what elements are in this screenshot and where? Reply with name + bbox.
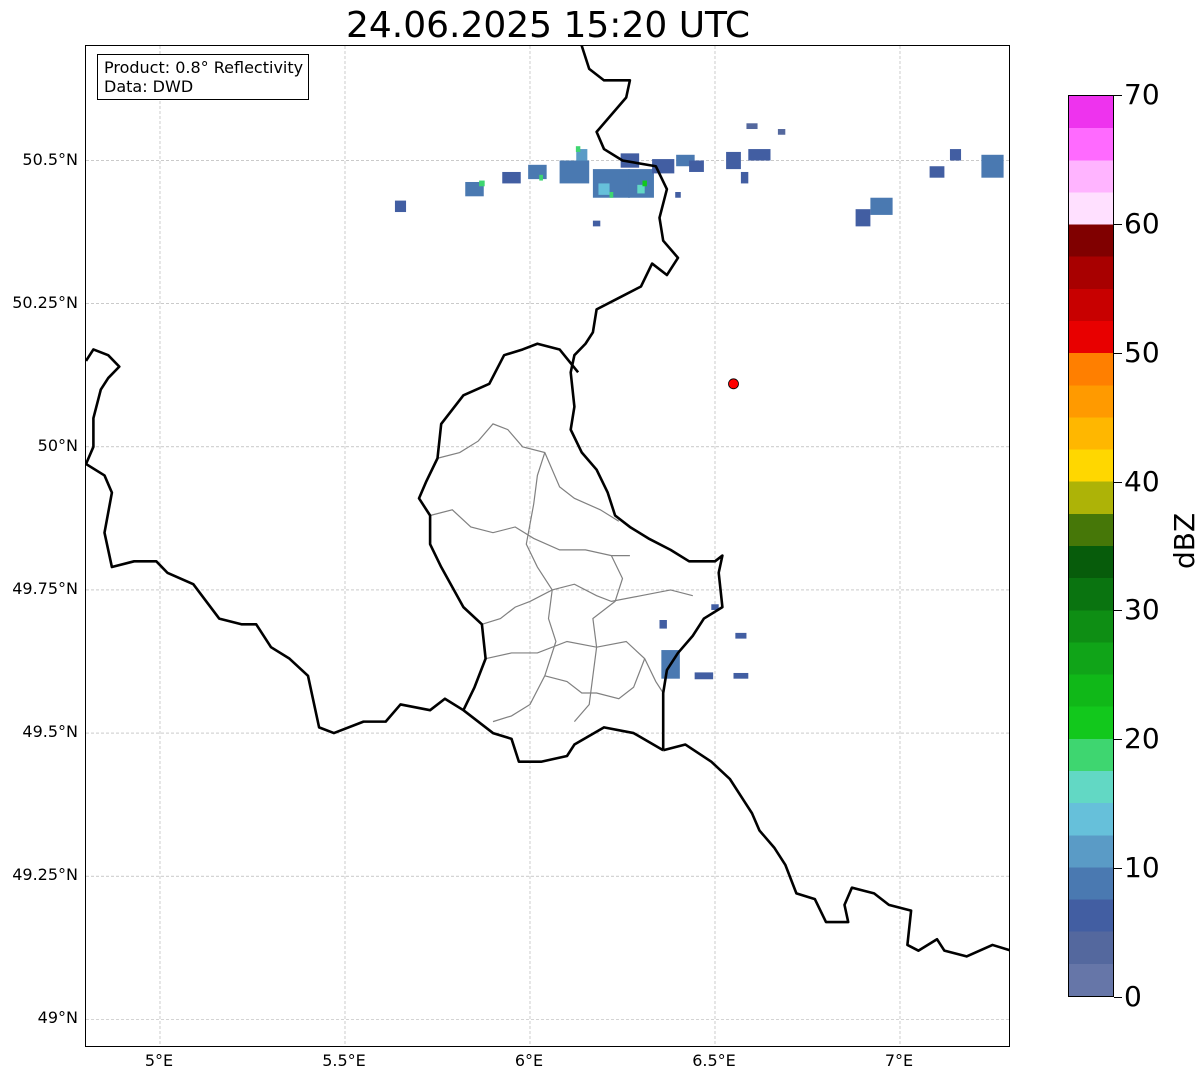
- reflectivity-cell: [675, 192, 681, 198]
- reflectivity-cell: [726, 151, 741, 170]
- reflectivity-colorbar: [1068, 95, 1114, 997]
- colorbar-tick: [1114, 610, 1122, 611]
- radar-map[interactable]: [85, 45, 1010, 1047]
- colorbar-tick: [1114, 739, 1122, 740]
- reflectivity-cell: [870, 197, 893, 215]
- reflectivity-cell: [748, 149, 771, 161]
- colorbar-tick: [1114, 95, 1122, 96]
- reflectivity-cell: [637, 184, 645, 194]
- latitude-tick-label: 50.5°N: [22, 149, 78, 169]
- reflectivity-cell: [676, 154, 695, 167]
- reflectivity-cell: [981, 154, 1004, 178]
- canton-border: [481, 583, 693, 625]
- reflectivity-cell: [528, 164, 547, 180]
- country-border: [417, 342, 580, 711]
- colorbar-tick-label: 30: [1124, 593, 1160, 626]
- country-border: [662, 743, 1009, 958]
- colorbar-tick: [1114, 224, 1122, 225]
- reflectivity-cell: [777, 129, 786, 135]
- longitude-tick-label: 7°E: [884, 1051, 914, 1070]
- country-border: [86, 348, 121, 465]
- colorbar-tick-label: 70: [1124, 78, 1160, 111]
- reflectivity-cell: [609, 192, 614, 198]
- country-border: [569, 46, 724, 751]
- colorbar-tick: [1114, 997, 1122, 998]
- longitude-tick-label: 5.5°E: [322, 1051, 366, 1070]
- colorbar-tick-label: 0: [1124, 980, 1142, 1013]
- reflectivity-cell: [711, 604, 719, 610]
- reflectivity-cell: [575, 146, 581, 152]
- colorbar-tick: [1114, 868, 1122, 869]
- country-border: [86, 462, 664, 764]
- canton-border: [573, 555, 624, 723]
- colorbar-unit-label: dBZ: [1168, 512, 1201, 569]
- reflectivity-cell: [746, 123, 758, 130]
- canton-border: [544, 658, 646, 700]
- reflectivity-cell: [733, 672, 749, 679]
- colorbar-tick-label: 10: [1124, 851, 1160, 884]
- reflectivity-cell: [479, 180, 485, 187]
- map-title: 24.06.2025 15:20 UTC: [345, 5, 751, 46]
- canton-border: [437, 423, 620, 522]
- reflectivity-cell: [598, 183, 610, 195]
- reflectivity-cell: [855, 209, 871, 227]
- colorbar-tick-label: 40: [1124, 465, 1160, 498]
- reflectivity-cell: [502, 171, 521, 184]
- canton-border: [429, 509, 630, 557]
- colorbar-tick-label: 20: [1124, 722, 1160, 755]
- latitude-tick-label: 50.25°N: [12, 292, 78, 312]
- longitude-tick-label: 6.5°E: [692, 1051, 736, 1070]
- reflectivity-cell: [592, 220, 601, 227]
- reflectivity-cell: [694, 672, 714, 680]
- product-label: Product: 0.8° Reflectivity: [104, 58, 304, 77]
- latitude-tick-label: 49.75°N: [12, 578, 78, 598]
- reflectivity-cell: [949, 149, 962, 161]
- reflectivity-cell: [576, 149, 588, 161]
- latitude-tick-label: 49°N: [37, 1008, 78, 1028]
- longitude-tick-label: 6°E: [514, 1051, 544, 1070]
- longitude-tick-label: 5°E: [144, 1051, 174, 1070]
- reflectivity-cell: [929, 166, 945, 178]
- reflectivity-cell: [659, 620, 667, 629]
- latitude-tick-label: 49.25°N: [12, 865, 78, 885]
- reflectivity-cell: [394, 200, 407, 213]
- colorbar-tick-label: 50: [1124, 336, 1160, 369]
- canton-border: [485, 640, 664, 694]
- latitude-tick-label: 49.5°N: [22, 722, 78, 742]
- canton-border: [492, 589, 557, 723]
- colorbar-tick: [1114, 353, 1122, 354]
- latitude-tick-label: 50°N: [37, 435, 78, 455]
- canton-border: [525, 452, 553, 591]
- reflectivity-cell: [642, 180, 647, 187]
- reflectivity-cell: [559, 160, 590, 184]
- product-info-box: Product: 0.8° Reflectivity Data: DWD: [97, 54, 310, 100]
- reflectivity-cell: [740, 171, 749, 184]
- colorbar-tick: [1114, 482, 1122, 483]
- location-marker[interactable]: [728, 378, 739, 390]
- data-source-label: Data: DWD: [104, 77, 194, 96]
- colorbar-tick-label: 60: [1124, 207, 1160, 240]
- reflectivity-cell: [539, 174, 543, 181]
- reflectivity-cell: [735, 632, 747, 639]
- reflectivity-cell: [689, 160, 704, 172]
- map-canvas: [86, 46, 1009, 1046]
